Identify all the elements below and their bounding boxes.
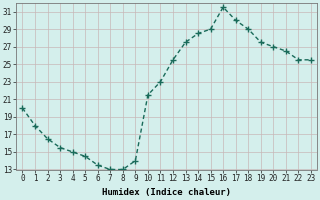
X-axis label: Humidex (Indice chaleur): Humidex (Indice chaleur) [102, 188, 231, 197]
